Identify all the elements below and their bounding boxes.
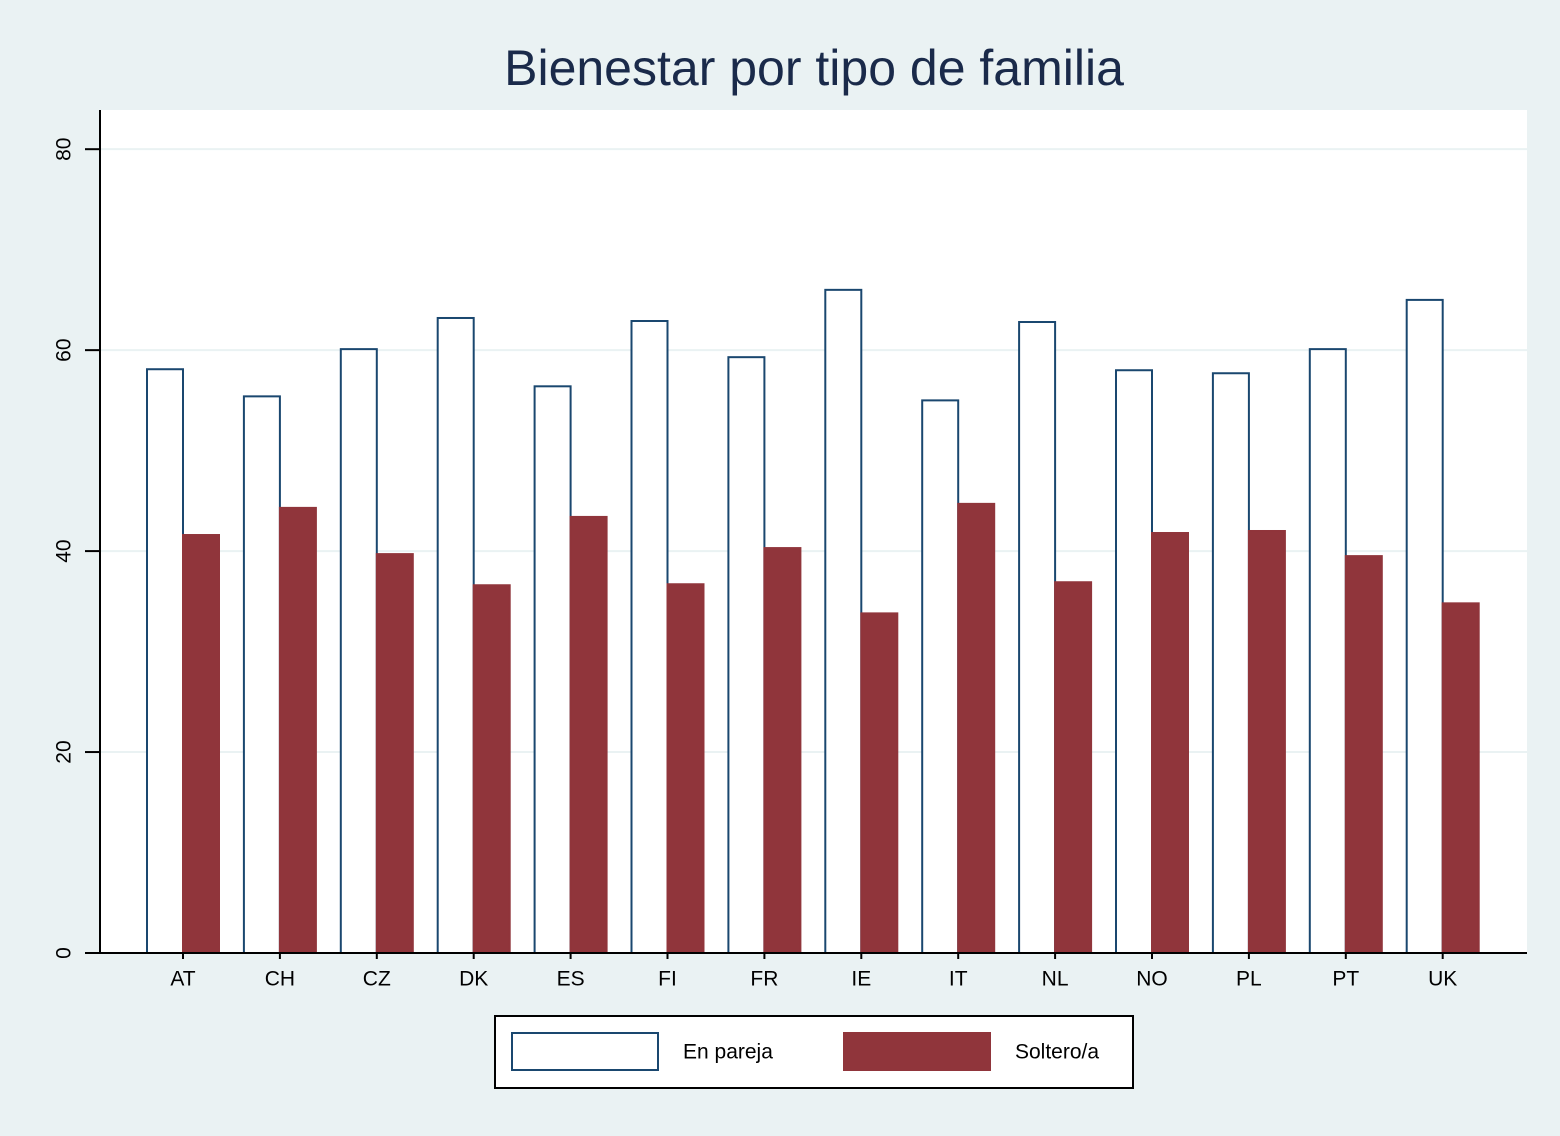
bar (1441, 602, 1480, 954)
bar (727, 356, 766, 954)
bar (375, 553, 414, 955)
chart-title: Bienestar por tipo de familia (504, 40, 1124, 96)
x-tick-label: FI (658, 968, 677, 991)
bar (1018, 321, 1057, 954)
y-tick-label: 60 (53, 338, 76, 361)
x-tick-label: ES (557, 968, 585, 991)
y-tick-label: 0 (53, 947, 76, 959)
bar (242, 395, 281, 954)
bar (472, 584, 511, 954)
x-tick-label: IE (851, 968, 871, 991)
legend-swatch (511, 1032, 659, 1071)
bar (860, 612, 899, 954)
x-tick-label: CZ (363, 968, 391, 991)
x-tick-label: DK (459, 968, 488, 991)
bar (1151, 532, 1189, 954)
x-tick-label: CH (265, 968, 295, 991)
legend-swatch (843, 1032, 991, 1071)
bar (569, 515, 608, 954)
x-tick-label: PT (1332, 968, 1359, 991)
bar (957, 502, 996, 954)
x-tick-label: IT (949, 968, 968, 991)
x-tick-label: FR (750, 968, 778, 991)
bar (533, 385, 572, 954)
bar (182, 534, 220, 954)
y-tick-label: 80 (53, 138, 76, 161)
bar (146, 368, 184, 954)
x-tick-label: NL (1042, 968, 1069, 991)
bar (1115, 369, 1153, 954)
bar (1344, 555, 1383, 955)
x-tick-label: AT (170, 968, 195, 991)
y-tick-label: 20 (53, 740, 76, 763)
bar (1308, 348, 1347, 954)
bar (763, 547, 802, 954)
x-tick-label: PL (1236, 968, 1262, 991)
bar (824, 288, 863, 954)
bar (339, 348, 378, 954)
bar (1405, 298, 1444, 954)
legend-label: Soltero/a (1015, 1041, 1099, 1064)
legend-label: En pareja (683, 1041, 773, 1064)
bar (1054, 581, 1093, 955)
y-tick-label: 40 (53, 539, 76, 562)
bar (666, 583, 705, 954)
bar (630, 320, 669, 954)
bar (436, 316, 475, 954)
x-tick-label: NO (1136, 968, 1168, 991)
bar (278, 506, 317, 954)
bar (1247, 529, 1286, 954)
bar (1211, 372, 1250, 955)
x-tick-label: UK (1428, 968, 1457, 991)
plot-area (100, 110, 1527, 953)
bar (921, 399, 960, 955)
